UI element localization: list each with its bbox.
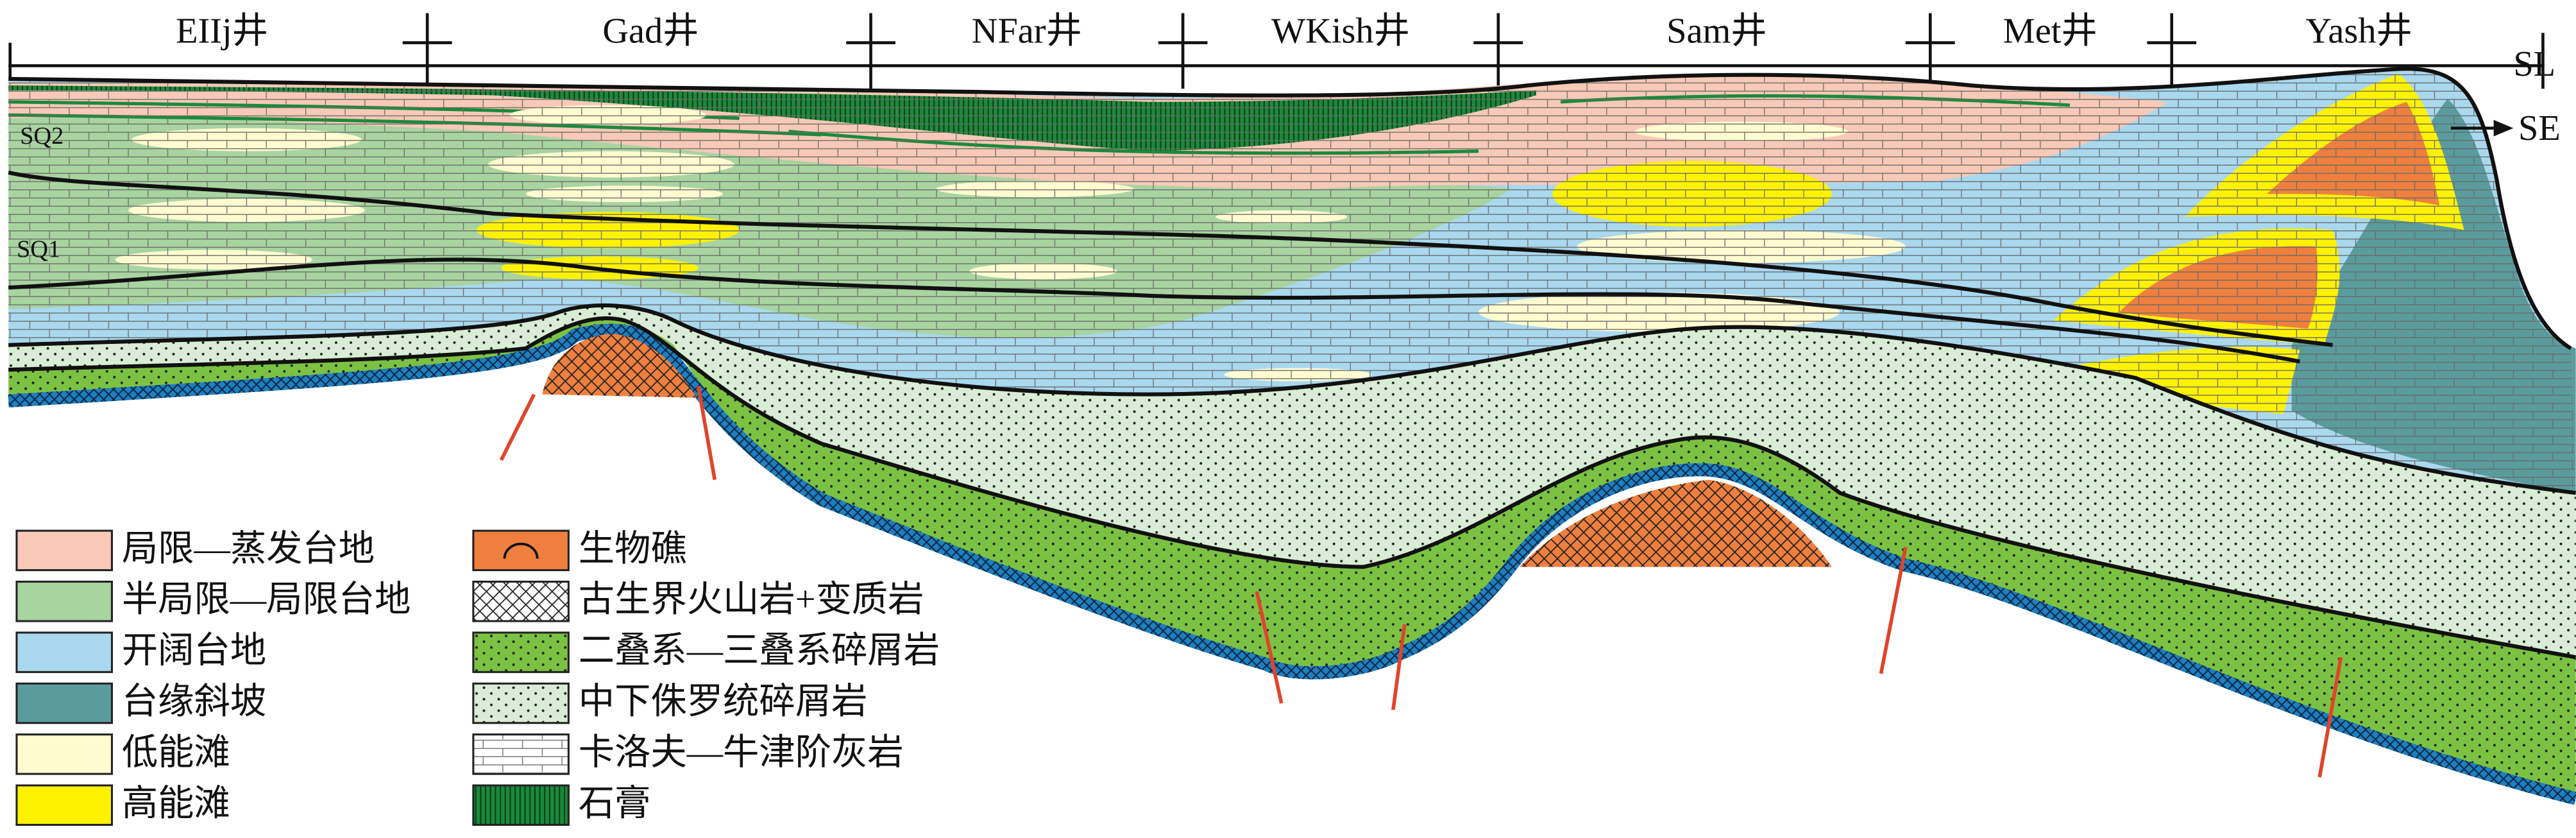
faults — [499, 386, 2343, 778]
sequence-label: SQ2 — [20, 123, 64, 150]
legend-label: 半局限—局限台地 — [122, 580, 411, 620]
legend-label: 高能滩 — [122, 783, 230, 823]
legend-swatch — [472, 529, 570, 572]
well-label: NFar井 — [972, 12, 1082, 51]
direction-label: SE — [2518, 108, 2561, 148]
legend-label: 生物礁 — [579, 529, 687, 569]
legend-swatch-texture — [473, 632, 569, 672]
legend-swatch-texture — [473, 683, 569, 723]
legend-label: 低能滩 — [122, 733, 230, 773]
volcanic-gad-hatch — [542, 333, 697, 398]
legend-label: 台缘斜坡 — [122, 681, 266, 721]
section: SQ2 SQ1 SE — [8, 67, 2576, 805]
direction-arrow: SE — [2451, 108, 2561, 148]
well-label: EIIj井 — [176, 12, 268, 51]
limestone-texture — [8, 69, 2576, 493]
legend-label: 二叠系—三叠系碎屑岩 — [579, 631, 940, 671]
legend-swatch — [15, 631, 114, 673]
legend-swatch — [15, 784, 114, 826]
legend-label: 古生界火山岩+变质岩 — [579, 580, 924, 620]
well-label: Yash井 — [2305, 12, 2412, 51]
well-ticks — [8, 13, 2545, 89]
legend-swatch — [472, 733, 570, 775]
well-label: Met井 — [2003, 12, 2097, 51]
legend-label: 中下侏罗统碎屑岩 — [579, 681, 868, 721]
legend-swatch — [15, 580, 114, 622]
basement — [8, 323, 2576, 805]
legend-label: 开阔台地 — [122, 631, 266, 671]
sequence-label: SQ1 — [17, 236, 60, 263]
legend-label: 石膏 — [579, 783, 651, 823]
legend-swatch — [15, 733, 114, 775]
well-label: Gad井 — [602, 12, 699, 51]
jurassic-dots — [8, 305, 2576, 658]
legend-label: 局限—蒸发台地 — [122, 529, 375, 569]
boundaries — [8, 67, 2576, 660]
legend-swatch — [472, 580, 570, 622]
volcanic-sam-hatch — [1520, 479, 1832, 567]
legend: 局限—蒸发台地 半局限—局限台地 开阔台地 台缘斜坡 低能滩 高能滩 生物礁 古… — [15, 529, 940, 826]
well-label: Sam井 — [1666, 12, 1767, 51]
legend-swatch — [15, 682, 114, 724]
legend-swatch — [15, 529, 114, 572]
header: EIIj井 Gad井 NFar井 WKish井 Sam井 Met井 Yash井 … — [8, 12, 2555, 89]
sea-level-label: SL — [2513, 44, 2555, 84]
legend-label: 卡洛夫—牛津阶灰岩 — [579, 733, 904, 773]
well-label: WKish井 — [1271, 12, 1410, 51]
legend-swatch — [472, 784, 570, 826]
reef-symbol — [503, 542, 539, 559]
